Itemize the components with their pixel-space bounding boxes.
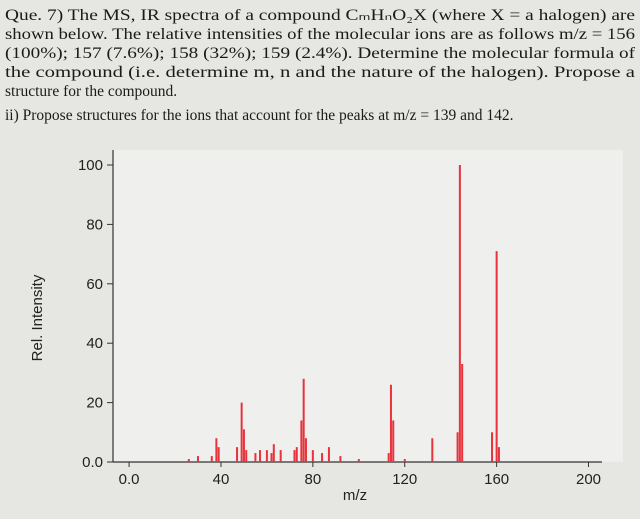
bar [187,459,190,462]
bar [254,453,257,462]
question-line: ii) Propose structures for the ions that… [5,107,514,124]
question-line: shown below. The relative intensities of… [5,26,635,43]
question-line: (100%); 157 (7.6%); 158 (32%); 159 (2.4%… [5,45,636,62]
x-tick-label: 80 [305,471,322,488]
y-tick-label: 60 [86,276,103,293]
bar [236,447,239,462]
y-tick-label: 100 [78,157,103,174]
bar [339,456,342,462]
x-tick-label: 0.0 [119,471,140,488]
bar [392,420,395,462]
bar [387,453,390,462]
plot-area [113,150,623,462]
bar [456,432,459,462]
bar [210,456,213,462]
bar [458,165,461,462]
bar [270,453,273,462]
bar [259,450,262,462]
bar [321,453,324,462]
bar [431,438,434,462]
x-tick-label: 40 [213,471,230,488]
bar [403,459,406,462]
bar [357,459,360,462]
bar [215,438,218,462]
bar [245,450,248,462]
bar [300,420,303,462]
bar [293,450,296,462]
bar [272,444,275,462]
bar [304,438,307,462]
bar [495,251,498,462]
y-tick-label: 20 [86,395,103,412]
bar [327,447,330,462]
bar [265,450,268,462]
bar [279,450,282,462]
y-tick-label: 40 [86,335,103,352]
y-axis-label: Rel. Intensity [29,274,46,361]
bar [217,447,220,462]
bar [242,429,245,462]
question-line: the compound (i.e. determine m, n and th… [5,64,635,81]
bar [497,447,500,462]
y-tick-label: 0.0 [82,454,103,471]
bar [491,432,494,462]
x-tick-label: 120 [392,471,417,488]
x-axis-label: m/z [343,487,367,504]
x-tick-label: 160 [484,471,509,488]
bar [311,450,314,462]
bar [295,447,298,462]
question-line: Que. 7) The MS, IR spectra of a compound… [5,7,635,24]
bar [302,378,305,462]
y-tick-label: 80 [86,216,103,233]
bar [196,456,199,462]
question-line: structure for the compound. [5,83,177,100]
bar [461,363,464,462]
bar [389,384,392,462]
x-tick-label: 200 [576,471,601,488]
bar [240,402,243,462]
